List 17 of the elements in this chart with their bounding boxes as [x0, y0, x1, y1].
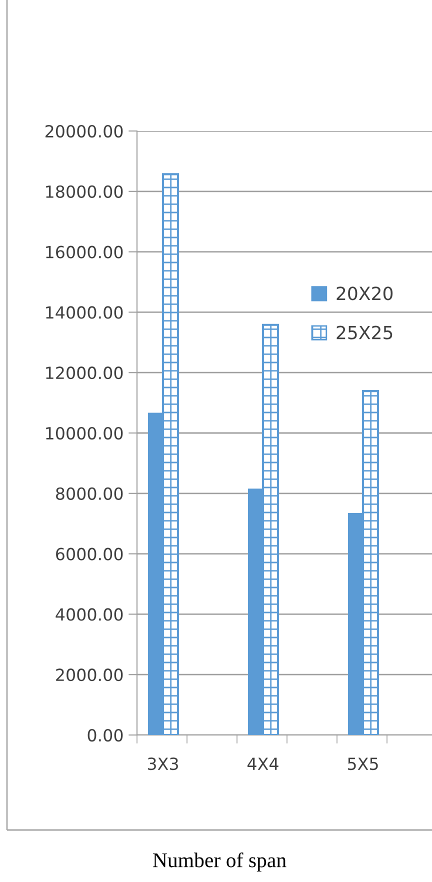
x-tick-label: 5X5 — [348, 758, 378, 770]
y-tick-label: 16000.00 — [46, 246, 123, 258]
y-tick-label: 2000.00 — [56, 668, 123, 682]
y-tick-label: 6000.00 — [56, 548, 123, 560]
x-tick-label: 3X3 — [148, 758, 178, 770]
legend-label: 20X20 — [336, 286, 393, 300]
y-tick-label: 10000.00 — [46, 426, 123, 440]
y-tick-label: 12000.00 — [46, 366, 123, 380]
y-tick-label: 8000.00 — [56, 487, 123, 500]
y-tick-label: 20000.00 — [46, 124, 123, 138]
x-tick-label: 4X4 — [248, 758, 278, 770]
y-tick-label: 4000.00 — [56, 608, 123, 621]
y-tick-label: 14000.00 — [46, 306, 123, 319]
legend-label: 25X25 — [336, 326, 392, 340]
x-axis-title: Number of span — [152, 852, 286, 872]
y-tick-label: 18000.00 — [46, 185, 123, 198]
y-tick-label: 0.00 — [88, 728, 123, 742]
